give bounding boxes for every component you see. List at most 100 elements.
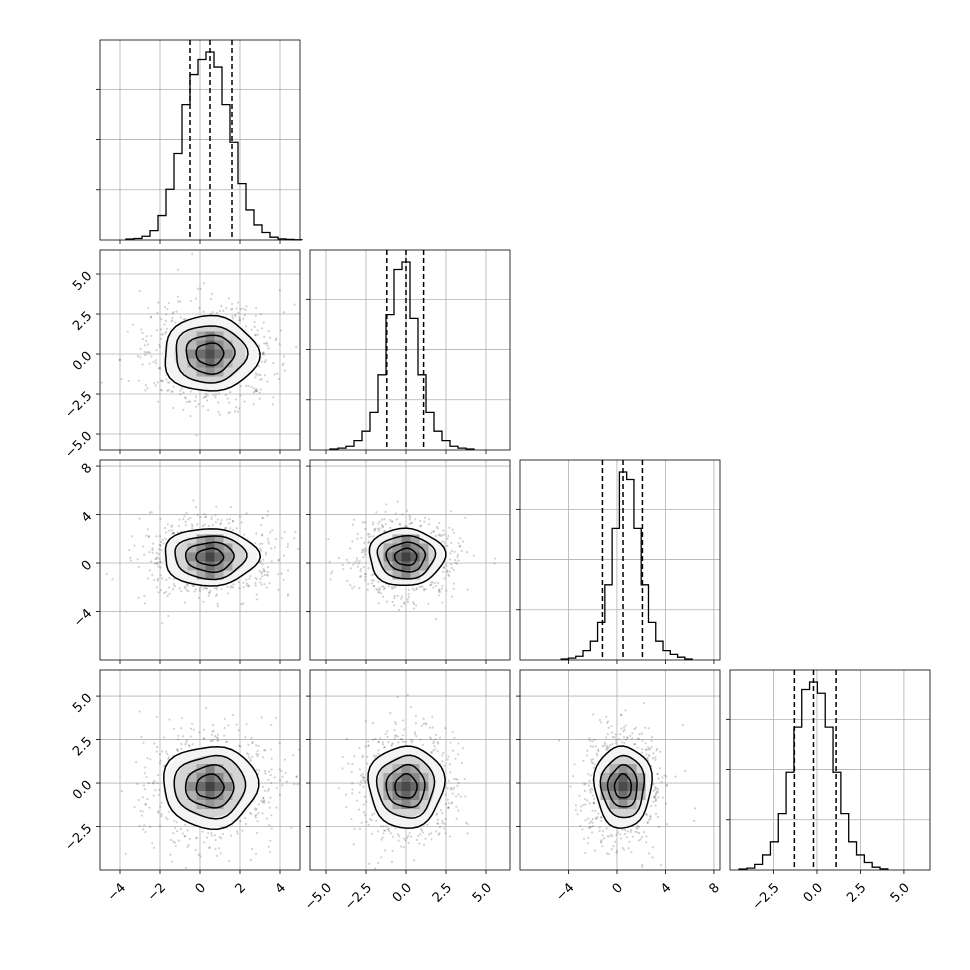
scatter-point xyxy=(255,389,258,392)
density-cell xyxy=(636,791,646,801)
scatter-point xyxy=(172,727,176,731)
scatter-point xyxy=(315,567,317,569)
scatter-point xyxy=(263,801,266,805)
scatter-point xyxy=(433,748,437,751)
scatter-point xyxy=(267,330,270,333)
scatter-point xyxy=(230,585,233,588)
scatter-point xyxy=(450,802,453,805)
scatter-point xyxy=(155,329,159,332)
scatter-point xyxy=(402,728,406,731)
scatter-point xyxy=(402,845,406,849)
scatter-point xyxy=(231,519,234,523)
scatter-point xyxy=(246,752,249,755)
scatter-point xyxy=(159,367,162,370)
scatter-point xyxy=(596,816,599,819)
scatter-point xyxy=(645,835,648,838)
scatter-point xyxy=(166,307,169,311)
scatter-point xyxy=(261,352,265,355)
scatter-point xyxy=(216,602,219,606)
scatter-point xyxy=(611,835,614,838)
scatter-point xyxy=(233,410,237,413)
contour-line xyxy=(195,773,225,800)
scatter-point xyxy=(242,307,245,310)
scatter-point xyxy=(457,559,460,562)
scatter-point xyxy=(582,837,586,840)
scatter-point xyxy=(457,809,460,812)
scatter-point xyxy=(249,759,252,762)
scatter-point xyxy=(166,594,169,598)
scatter-point xyxy=(146,797,149,801)
scatter-point xyxy=(313,555,315,557)
scatter-point xyxy=(367,540,370,543)
scatter-point xyxy=(266,380,269,383)
scatter-point xyxy=(156,810,160,813)
scatter-point xyxy=(176,749,180,752)
scatter-point xyxy=(267,540,270,543)
scatter-point xyxy=(266,574,269,577)
scatter-point xyxy=(149,825,152,828)
scatter-point xyxy=(216,733,220,736)
scatter-point xyxy=(256,333,259,336)
scatter-point xyxy=(262,567,265,571)
scatter-point xyxy=(438,521,441,525)
scatter-point xyxy=(270,827,273,830)
scatter-point xyxy=(269,796,272,799)
scatter-point xyxy=(417,834,420,838)
scatter-point xyxy=(652,789,655,792)
scatter-point xyxy=(254,376,257,379)
scatter-point xyxy=(173,585,177,588)
scatter-point xyxy=(390,586,393,589)
scatter-point xyxy=(591,761,594,765)
scatter-point xyxy=(133,544,136,547)
scatter-point xyxy=(210,733,214,737)
histogram-panel-1 xyxy=(306,249,511,454)
scatter-point xyxy=(242,581,245,584)
scatter-point xyxy=(204,393,208,396)
scatter-point xyxy=(207,594,210,597)
scatter-point xyxy=(400,737,404,741)
scatter-point xyxy=(656,747,659,750)
scatter-point xyxy=(307,373,309,375)
scatter-point xyxy=(176,268,180,271)
scatter-point xyxy=(405,525,409,528)
scatter-point xyxy=(655,790,659,793)
x-tick-label: −2.5 xyxy=(750,880,783,913)
scatter-point xyxy=(216,736,219,739)
scatter-point xyxy=(413,589,416,592)
scatter-point xyxy=(349,567,352,570)
scatter-point xyxy=(362,548,365,551)
scatter-point xyxy=(463,777,466,780)
scatter-point xyxy=(330,572,333,575)
scatter-point xyxy=(610,833,613,836)
scatter-point xyxy=(362,565,366,569)
scatter-point xyxy=(345,806,348,809)
density-cell xyxy=(214,543,224,553)
scatter-point xyxy=(665,775,668,778)
scatter-point xyxy=(436,812,439,815)
scatter-point xyxy=(579,824,582,828)
scatter-point xyxy=(427,523,431,526)
density-cell xyxy=(600,773,610,783)
scatter-point xyxy=(237,744,241,747)
scatter-point xyxy=(634,830,637,833)
scatter-point xyxy=(460,761,463,765)
scatter-point xyxy=(155,586,159,589)
scatter-point xyxy=(389,518,392,521)
scatter-point xyxy=(215,593,219,596)
scatter-point xyxy=(185,741,188,744)
scatter-point xyxy=(625,738,628,741)
scatter-point xyxy=(141,337,145,341)
scatter-point xyxy=(415,587,418,590)
scatter-point xyxy=(644,742,647,745)
density-cell xyxy=(410,534,420,544)
scatter-point xyxy=(674,775,677,778)
scatter-point xyxy=(263,770,267,773)
scatter-point xyxy=(406,600,410,604)
scatter-point xyxy=(415,838,419,841)
density-cell xyxy=(205,782,215,792)
scatter-point xyxy=(447,806,451,809)
scatter-point xyxy=(400,597,403,600)
density-cell xyxy=(205,800,215,810)
scatter-point xyxy=(584,783,587,786)
scatter-point xyxy=(264,551,267,554)
